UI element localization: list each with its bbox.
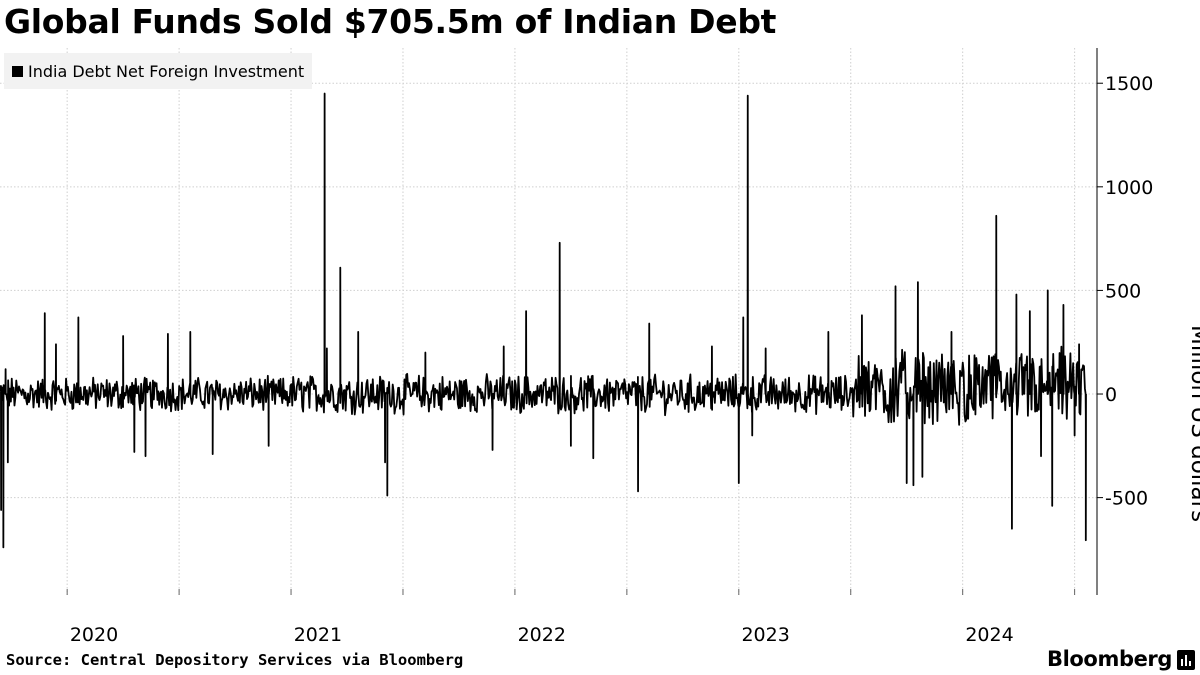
data-point xyxy=(384,461,386,463)
data-point xyxy=(133,451,135,453)
x-axis: 2020 2021 2022 2023 2024 xyxy=(66,589,1076,646)
data-point xyxy=(1029,310,1031,312)
data-point xyxy=(742,316,744,318)
data-point xyxy=(424,352,426,354)
y-tick-label: 500 xyxy=(1105,280,1141,302)
x-tick-label: 2020 xyxy=(70,624,118,646)
data-point xyxy=(167,333,169,335)
y-tick-label: 1000 xyxy=(1105,177,1153,199)
gridlines xyxy=(0,48,1097,595)
x-tick-label: 2024 xyxy=(965,624,1013,646)
data-point xyxy=(570,445,572,447)
data-point xyxy=(1015,294,1017,296)
legend-swatch xyxy=(12,65,23,77)
data-point xyxy=(44,312,46,314)
y-tick-label: 0 xyxy=(1105,384,1117,406)
y-tick-label: -500 xyxy=(1105,488,1148,510)
data-point xyxy=(1062,304,1064,306)
data-point xyxy=(906,482,908,484)
data-point xyxy=(5,368,7,370)
data-point xyxy=(525,310,527,312)
legend-label: India Debt Net Foreign Investment xyxy=(28,61,305,81)
data-point xyxy=(1011,528,1013,530)
data-point xyxy=(827,331,829,333)
data-point xyxy=(917,281,919,283)
data-point xyxy=(77,316,79,318)
data-point xyxy=(637,490,639,492)
data-point xyxy=(747,95,749,97)
y-axis: -500 0 500 1000 1500 xyxy=(1096,48,1153,595)
data-point xyxy=(2,546,4,548)
data-point xyxy=(751,434,753,436)
y-axis-label: Million US dollars xyxy=(1186,325,1200,523)
data-point xyxy=(861,314,863,316)
data-point xyxy=(995,215,997,217)
x-tick-label: 2022 xyxy=(518,624,566,646)
data-point xyxy=(738,482,740,484)
data-point xyxy=(559,242,561,244)
data-point xyxy=(339,267,341,269)
data-point xyxy=(324,93,326,95)
brand-logo: Bloomberg xyxy=(1047,647,1173,671)
y-tick-label: 1500 xyxy=(1105,73,1153,95)
terminal-icon xyxy=(1177,650,1195,670)
data-point xyxy=(921,476,923,478)
series-line-india-debt xyxy=(0,92,1087,549)
data-point xyxy=(55,343,57,345)
x-tick-label: 2021 xyxy=(294,624,342,646)
data-point xyxy=(326,347,328,349)
chart-title: Global Funds Sold $705.5m of Indian Debt xyxy=(4,2,777,41)
data-point xyxy=(386,495,388,497)
data-point xyxy=(592,457,594,459)
source-note: Source: Central Depository Services via … xyxy=(6,651,464,669)
data-point xyxy=(122,335,124,337)
data-point xyxy=(711,345,713,347)
series-layer xyxy=(0,92,1087,549)
data-point xyxy=(1040,455,1042,457)
data-point xyxy=(895,285,897,287)
data-point xyxy=(950,331,952,333)
data-point xyxy=(7,461,9,463)
data-point xyxy=(1051,505,1053,507)
data-point xyxy=(0,509,2,511)
data-point xyxy=(189,331,191,333)
data-point xyxy=(503,345,505,347)
data-point xyxy=(268,445,270,447)
data-point xyxy=(1078,343,1080,345)
data-point xyxy=(1047,289,1049,291)
data-point xyxy=(1074,434,1076,436)
data-point xyxy=(357,331,359,333)
data-point xyxy=(212,453,214,455)
data-point xyxy=(912,484,914,486)
data-point xyxy=(492,449,494,451)
legend: India Debt Net Foreign Investment xyxy=(4,53,313,89)
data-point xyxy=(765,347,767,349)
x-tick-label: 2023 xyxy=(741,624,789,646)
data-point xyxy=(1085,539,1087,541)
data-point xyxy=(648,323,650,325)
data-point xyxy=(145,455,147,457)
